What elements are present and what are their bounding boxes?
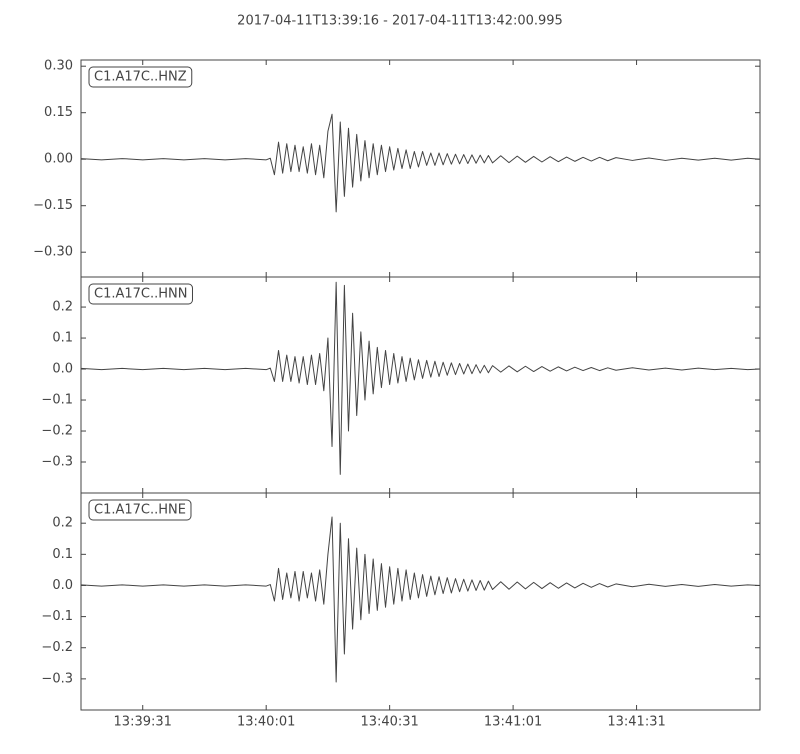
x-tick-label: 13:41:01 xyxy=(484,715,542,730)
y-tick-label: 0.15 xyxy=(44,105,73,120)
y-tick-label: 0.00 xyxy=(44,152,73,167)
y-tick-label: −0.3 xyxy=(41,455,73,470)
trace-label: C1.A17C..HNN xyxy=(94,287,187,302)
y-tick-label: 0.1 xyxy=(52,547,73,562)
panel-frame xyxy=(80,492,761,711)
y-tick-label: −0.30 xyxy=(33,245,73,260)
chart-title: 2017-04-11T13:39:16 - 2017-04-11T13:42:0… xyxy=(237,14,563,29)
y-tick-label: −0.2 xyxy=(41,424,73,439)
x-tick-label: 13:40:01 xyxy=(237,715,295,730)
y-tick-label: 0.2 xyxy=(52,516,73,531)
y-tick-label: 0.30 xyxy=(44,59,73,74)
label-box xyxy=(88,283,193,305)
y-tick-label: −0.15 xyxy=(33,198,73,213)
y-tick-label: 0.0 xyxy=(52,578,73,593)
trace-label: C1.A17C..HNZ xyxy=(94,70,187,85)
label-box xyxy=(88,66,193,88)
waveform xyxy=(80,281,761,475)
x-tick-label: 13:40:31 xyxy=(360,715,418,730)
y-tick-label: 0.0 xyxy=(52,362,73,377)
trace-label: C1.A17C..HNE xyxy=(94,503,186,518)
x-tick-label: 13:39:31 xyxy=(114,715,172,730)
label-box xyxy=(88,499,192,521)
waveform xyxy=(80,113,761,213)
y-tick-label: −0.1 xyxy=(41,393,73,408)
y-tick-label: 0.1 xyxy=(52,331,73,346)
y-tick-label: −0.3 xyxy=(41,671,73,686)
y-tick-label: −0.2 xyxy=(41,640,73,655)
x-tick-label: 13:41:31 xyxy=(607,715,665,730)
waveform xyxy=(80,516,761,683)
y-tick-label: 0.2 xyxy=(52,300,73,315)
y-tick-label: −0.1 xyxy=(41,609,73,624)
